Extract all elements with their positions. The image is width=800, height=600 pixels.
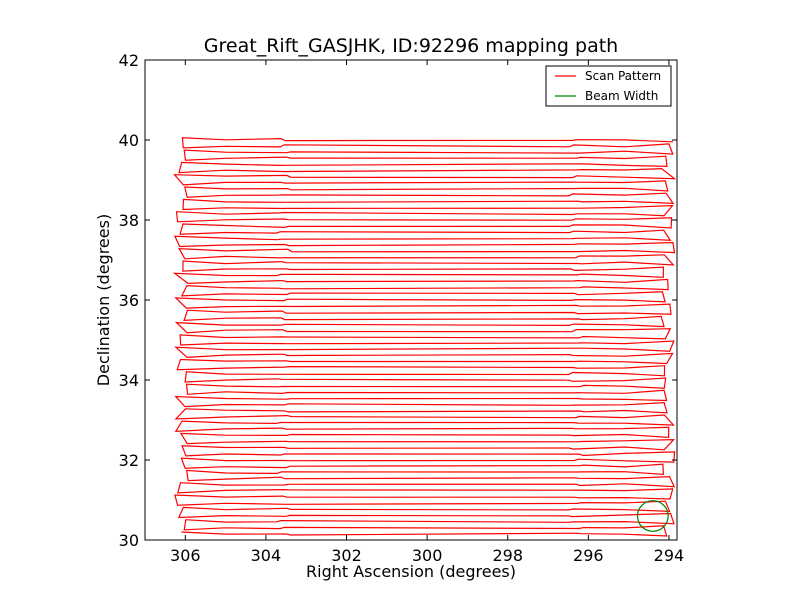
plot-area [172,137,677,537]
x-tick-label: 298 [492,546,523,565]
y-tick-label: 32 [119,451,139,470]
legend: Scan Pattern Beam Width [545,65,672,107]
legend-box [545,65,672,107]
x-tick-label: 296 [573,546,604,565]
legend-label-beam-width: Beam Width [585,89,658,103]
x-tick-label: 306 [170,546,201,565]
beam-width-circle [636,500,669,532]
x-tick-label: 300 [412,546,443,565]
y-tick-label: 40 [119,131,139,150]
axis-ticks: 306 304 302 300 298 296 294 30 32 34 36 38 40 42 [119,51,685,565]
y-tick-label: 34 [119,371,139,390]
y-tick-label: 30 [119,531,139,550]
x-tick-label: 294 [654,546,685,565]
chart-title: Great_Rift_GASJHK, ID:92296 mapping path [204,35,618,57]
x-tick-label: 304 [251,546,282,565]
y-tick-label: 42 [119,51,139,70]
axes-frame [144,59,678,541]
x-axis-label: Right Ascension (degrees) [306,562,516,581]
legend-label-scan-pattern: Scan Pattern [585,69,661,83]
y-tick-label: 36 [119,291,139,310]
x-tick-label: 302 [331,546,362,565]
scan-pattern-line [172,137,677,537]
y-axis-label: Declination (degrees) [94,214,113,386]
y-tick-label: 38 [119,211,139,230]
